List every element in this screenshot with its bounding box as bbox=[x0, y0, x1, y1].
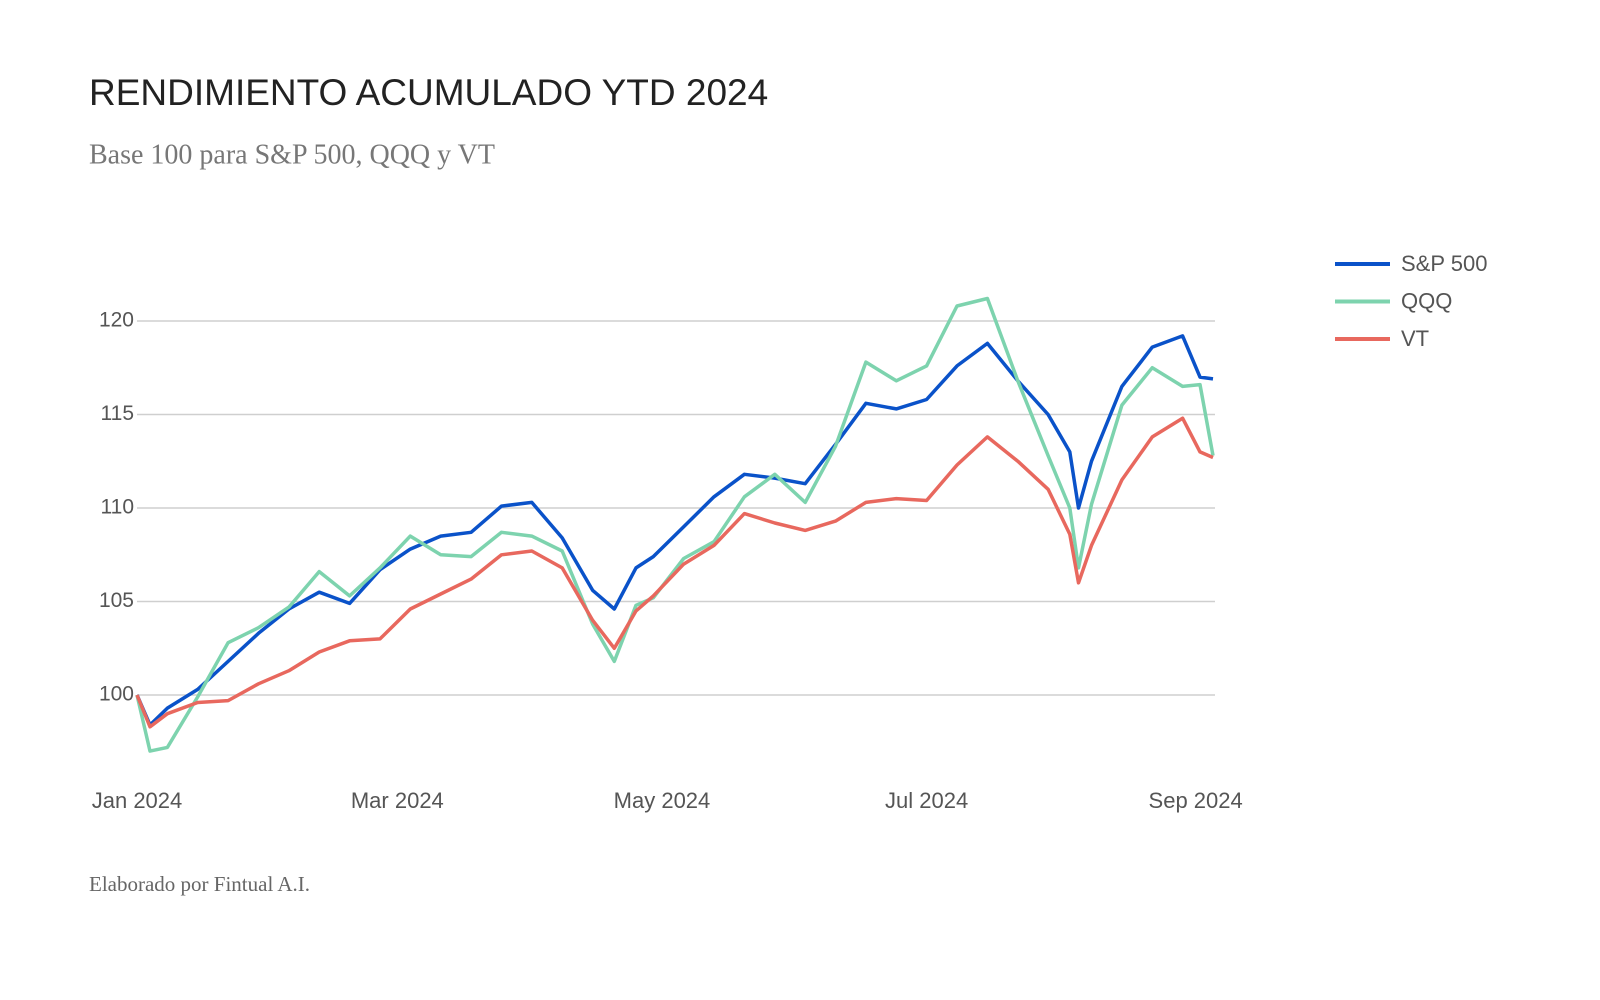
legend-label: QQQ bbox=[1401, 288, 1452, 313]
y-tick-label: 105 bbox=[99, 589, 134, 612]
series-line bbox=[135, 296, 1215, 753]
x-tick-label: Jan 2024 bbox=[92, 788, 183, 813]
x-tick-label: Mar 2024 bbox=[351, 788, 444, 813]
series-line bbox=[135, 416, 1214, 729]
x-tick-label: Jul 2024 bbox=[885, 788, 968, 813]
footer: Elaborado por Fintual A.I. bbox=[89, 872, 310, 896]
x-tick-label: May 2024 bbox=[614, 788, 711, 813]
chart-title: RENDIMIENTO ACUMULADO YTD 2024 bbox=[89, 72, 768, 113]
legend-label: S&P 500 bbox=[1401, 251, 1487, 276]
y-tick-label: 120 bbox=[99, 309, 134, 332]
series-line bbox=[135, 334, 1214, 727]
chart-subtitle: Base 100 para S&P 500, QQQ y VT bbox=[89, 139, 495, 170]
x-tick-label: Sep 2024 bbox=[1149, 788, 1243, 813]
y-tick-label: 100 bbox=[99, 683, 134, 706]
legend-label: VT bbox=[1401, 326, 1429, 351]
y-tick-label: 115 bbox=[101, 402, 134, 425]
y-tick-label: 110 bbox=[101, 496, 134, 519]
